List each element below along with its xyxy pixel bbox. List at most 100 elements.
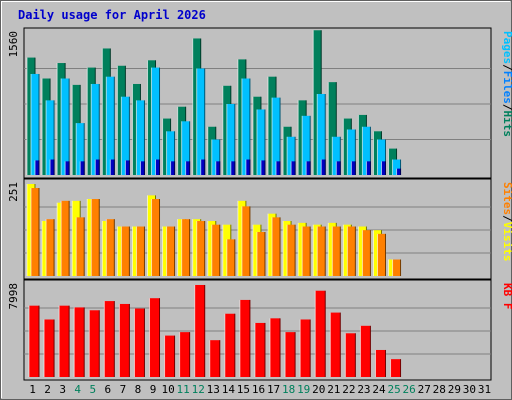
panel-top-bar-files-3-fill [61, 78, 70, 175]
panel-middle-bar-sites-13 [211, 224, 221, 276]
panel-bottom-bar-kbf-13 [209, 340, 221, 377]
panel-bottom-bar-kbf-1-fill [29, 305, 39, 377]
panel-middle-bar-sites-25-fill [392, 259, 401, 276]
x-tick-label-12: 12 [192, 383, 205, 396]
panel-middle-bar-sites-13-fill [211, 224, 220, 276]
panel-middle-bar-sites-3-fill [61, 200, 70, 276]
panel-bottom-bar-kbf-11-fill [179, 332, 190, 377]
panel-top-bar-pages-19 [305, 161, 311, 175]
panel-top-bar-pages-7 [124, 160, 130, 175]
panel-bottom-bar-kbf-22-fill [345, 333, 356, 377]
x-tick-label-20: 20 [312, 383, 325, 396]
panel-middle-bar-sites-2-fill [46, 219, 55, 276]
panel-bottom-bar-kbf-20 [314, 290, 326, 377]
panel-middle-bar-sites-12-fill [196, 221, 205, 276]
panel-top-bar-files-13-fill [211, 139, 220, 175]
panel-middle-bar-sites-1 [30, 188, 40, 276]
panel-middle-bar-sites-25 [392, 259, 402, 276]
panel-top-bar-pages-16 [260, 160, 266, 175]
panel-middle-bar-sites-3 [60, 200, 70, 276]
panel-middle-bar-sites-15-fill [241, 206, 250, 276]
panel-bottom-bar-kbf-21-fill [330, 312, 341, 377]
panel-top-bar-files-22-fill [347, 129, 356, 175]
panel-top-bar-pages-1-fill [35, 160, 39, 175]
panel-top-bar-files-24-fill [377, 139, 386, 175]
panel-bottom-bar-kbf-7-fill [119, 303, 130, 377]
x-tick-label-16: 16 [252, 383, 265, 396]
panel-top-bar-pages-2 [49, 159, 55, 175]
panel-top-bar-files-9 [151, 67, 161, 175]
panel-middle-legend: Sites/Visits [501, 182, 512, 262]
panel-bottom-bar-kbf-3-fill [59, 305, 70, 377]
panel-bottom-bar-kbf-21 [329, 312, 341, 377]
panel-middle-bar-sites-5-fill [91, 199, 100, 276]
x-tick-label-22: 22 [342, 383, 355, 396]
x-tick-label-21: 21 [327, 383, 340, 396]
panel-top-bar-files-15 [241, 78, 251, 175]
panel-middle-ymax-label: 251 [7, 182, 20, 202]
x-tick-label-13: 13 [207, 383, 220, 396]
panel-top-bar-pages-1 [34, 160, 40, 175]
panel-top-bar-pages-10 [170, 161, 176, 175]
panel-top-bar-files-25-fill [392, 159, 401, 175]
panel-bottom-bar-kbf-12-fill [194, 284, 205, 377]
panel-bottom-bar-kbf-4 [73, 307, 85, 377]
panel-bottom-bar-kbf-24 [374, 349, 386, 377]
panel-top-bar-pages-23-fill [366, 161, 371, 175]
panel-top-bar-files-5-fill [91, 83, 100, 175]
panel-bottom-bar-kbf-4-fill [74, 307, 85, 377]
panel-middle-bar-sites-6-fill [106, 219, 115, 276]
panel-middle-bar-sites-18-fill [287, 224, 296, 276]
panel-top-bar-pages-6-fill [110, 159, 115, 175]
panel-middle-bar-sites-10 [166, 226, 176, 276]
panel-top-bar-pages-19-fill [306, 161, 311, 175]
panel-bottom-bar-kbf-12 [194, 284, 206, 377]
chart-panels: 1560Pages/Files/Hits251Sites/Visits7998K… [7, 27, 512, 381]
panel-top-bar-files-7-fill [121, 96, 130, 175]
panel-bottom-bar-kbf-13-fill [209, 340, 220, 377]
panel-bottom-bar-kbf-25 [390, 359, 402, 377]
panel-bottom-bar-kbf-15 [239, 299, 251, 377]
panel-bottom-bar-kbf-2 [43, 319, 55, 377]
panel-bottom-bar-kbf-10-fill [164, 335, 175, 377]
x-tick-label-15: 15 [237, 383, 250, 396]
panel-middle-bar-sites-4 [75, 217, 85, 276]
panel-middle-bar-sites-12 [196, 221, 206, 276]
panel-middle-bar-sites-20 [316, 226, 326, 276]
panel-top-bar-pages-14 [230, 161, 236, 175]
panel-middle-bar-sites-9 [151, 199, 161, 276]
panel-top-legend-item-3: / [501, 104, 512, 111]
panel-top-bar-pages-7-fill [125, 160, 130, 175]
panel-top-bar-pages-20-fill [321, 159, 326, 175]
panel-middle-bar-sites-8 [135, 226, 145, 276]
panel-top-bar-files-12-fill [196, 68, 205, 175]
panel-bottom-bar-kbf-22 [344, 333, 356, 377]
panel-bottom-bar-kbf-6-fill [104, 301, 115, 377]
panel-bottom-bar-kbf-20-fill [315, 290, 326, 377]
panel-top-bar-pages-22 [350, 161, 356, 175]
panel-top-legend-item-1: / [501, 64, 512, 71]
panel-middle-bar-sites-20-fill [317, 226, 326, 276]
x-tick-label-6: 6 [105, 383, 112, 396]
panel-middle-bar-sites-11 [181, 219, 191, 276]
panel-bottom-bar-kbf-15-fill [239, 299, 250, 377]
x-tick-label-23: 23 [357, 383, 370, 396]
panel-top-bar-pages-11 [185, 161, 191, 175]
chart-title: Daily usage for April 2026 [18, 8, 206, 22]
panel-top-bar-pages-4-fill [80, 161, 85, 175]
panel-bottom-bar-kbf-8 [133, 308, 145, 377]
panel-bottom-bar-kbf-9-fill [149, 298, 160, 377]
panel-top-bar-files-17-fill [272, 97, 281, 175]
panel-top-bar-pages-14-fill [230, 161, 235, 175]
panel-top-bar-pages-22-fill [351, 161, 356, 175]
panel-top-bar-files-23-fill [362, 126, 371, 175]
panel-top-bar-pages-20 [320, 159, 326, 175]
panel-middle-bar-sites-6 [105, 219, 115, 276]
panel-bottom-bar-kbf-24-fill [375, 349, 386, 377]
panel-top-bar-pages-18-fill [291, 161, 296, 175]
x-tick-label-4: 4 [74, 383, 81, 396]
panel-middle-bar-sites-23 [361, 230, 371, 276]
panel-middle-bar-sites-24-fill [377, 233, 386, 276]
panel-bottom-bar-kbf-23-fill [360, 325, 371, 377]
panel-top-bar-pages-4 [79, 161, 85, 175]
